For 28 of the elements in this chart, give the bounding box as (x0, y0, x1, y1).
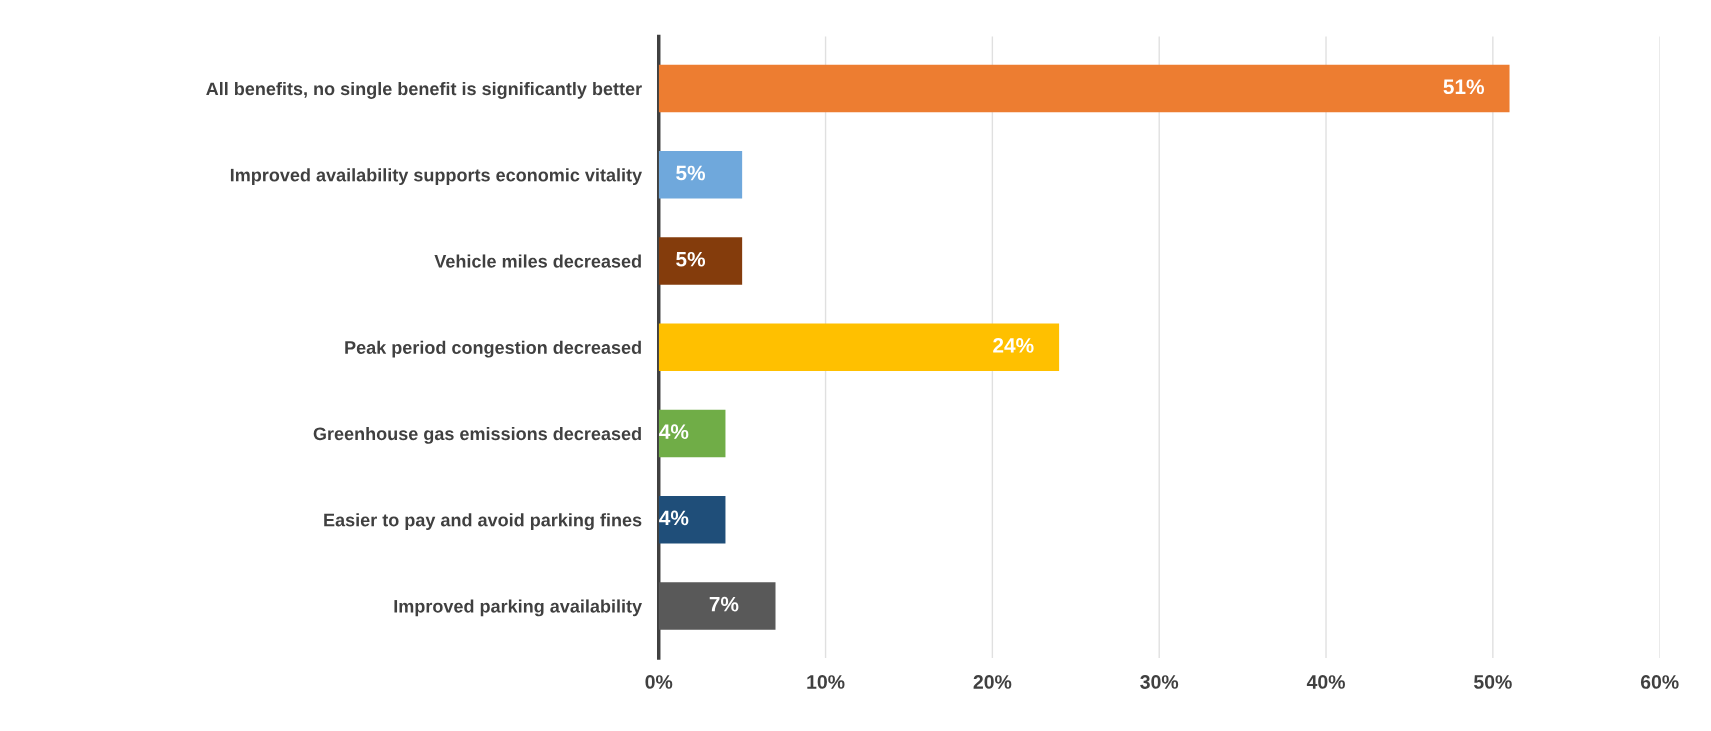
x-tick-label: 50% (1473, 675, 1512, 689)
bar (658, 323, 1060, 371)
data-label: 7% (709, 596, 739, 612)
y-tick-label: All benefits, no single benefit is significantly better (206, 81, 642, 99)
bar (658, 151, 743, 199)
data-label: 51% (1443, 79, 1485, 95)
bar (658, 495, 726, 544)
bar (658, 237, 743, 285)
data-label: 5% (676, 165, 706, 181)
x-tick-label: 40% (1306, 675, 1345, 689)
y-tick-label: Improved parking availability (394, 599, 642, 617)
x-tick-label: 20% (973, 675, 1012, 689)
x-tick-label: 0% (645, 675, 673, 689)
y-tick-label: Easier to pay and avoid parking fines (324, 513, 642, 531)
x-tick-label: 10% (807, 675, 845, 689)
y-tick-label: Improved availability supports economic vitality (230, 168, 642, 186)
x-tick-label: 60% (1640, 675, 1679, 689)
data-label: 5% (676, 251, 706, 267)
y-tick-label: Peak period congestion decreased (345, 340, 641, 358)
y-tick-label: Vehicle miles decreased (434, 254, 641, 268)
bar (658, 582, 776, 630)
bar (658, 409, 726, 458)
data-label: 4% (659, 510, 689, 526)
bar (658, 64, 1510, 113)
x-tick-label: 30% (1140, 675, 1179, 689)
data-label: 24% (993, 338, 1034, 353)
y-tick-label: Greenhouse gas emissions decreased (313, 426, 641, 444)
data-label: 4% (659, 424, 689, 440)
